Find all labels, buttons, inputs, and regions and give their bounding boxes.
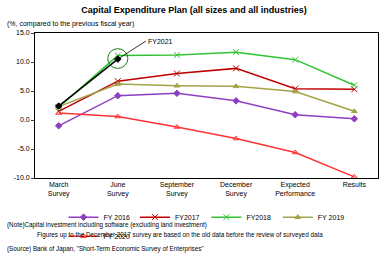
svg-text:ExpectedPerformance: ExpectedPerformance xyxy=(275,181,315,197)
svg-text:Results: Results xyxy=(343,181,367,188)
svg-text:FY 2019: FY 2019 xyxy=(318,214,344,221)
svg-text:(Note)Capital investment inclu: (Note)Capital investment including softw… xyxy=(7,221,207,229)
svg-text:Capital Expenditure Plan (all: Capital Expenditure Plan (all sizes and … xyxy=(81,5,307,15)
svg-text:JuneSurvey: JuneSurvey xyxy=(107,181,129,198)
svg-text:FY2017: FY2017 xyxy=(175,214,200,221)
svg-text:MarchSurvey: MarchSurvey xyxy=(48,181,70,198)
svg-text:-5.0: -5.0 xyxy=(18,145,30,152)
svg-text:(%, compared to the previous f: (%, compared to the previous fiscal year… xyxy=(7,20,134,28)
svg-text:FY2018: FY2018 xyxy=(246,214,271,221)
svg-text:0.0: 0.0 xyxy=(20,116,30,123)
svg-text:DecemberSurvey: DecemberSurvey xyxy=(220,181,253,198)
svg-text:Figures up to the December 201: Figures up to the December 2017 survey a… xyxy=(37,231,323,239)
svg-text:SeptemberSurvey: SeptemberSurvey xyxy=(160,181,195,198)
svg-text:15.0: 15.0 xyxy=(16,29,30,36)
svg-text:5.0: 5.0 xyxy=(20,87,30,94)
svg-text:-10.0: -10.0 xyxy=(14,174,30,181)
svg-text:FY 2020: FY 2020 xyxy=(104,233,130,240)
svg-text:FY2021: FY2021 xyxy=(148,38,173,45)
svg-text:10.0: 10.0 xyxy=(16,58,30,65)
svg-text:(Source) Bank of Japan, "Short: (Source) Bank of Japan, "Short-Term Econ… xyxy=(7,245,204,253)
svg-text:FY 2016: FY 2016 xyxy=(104,214,130,221)
